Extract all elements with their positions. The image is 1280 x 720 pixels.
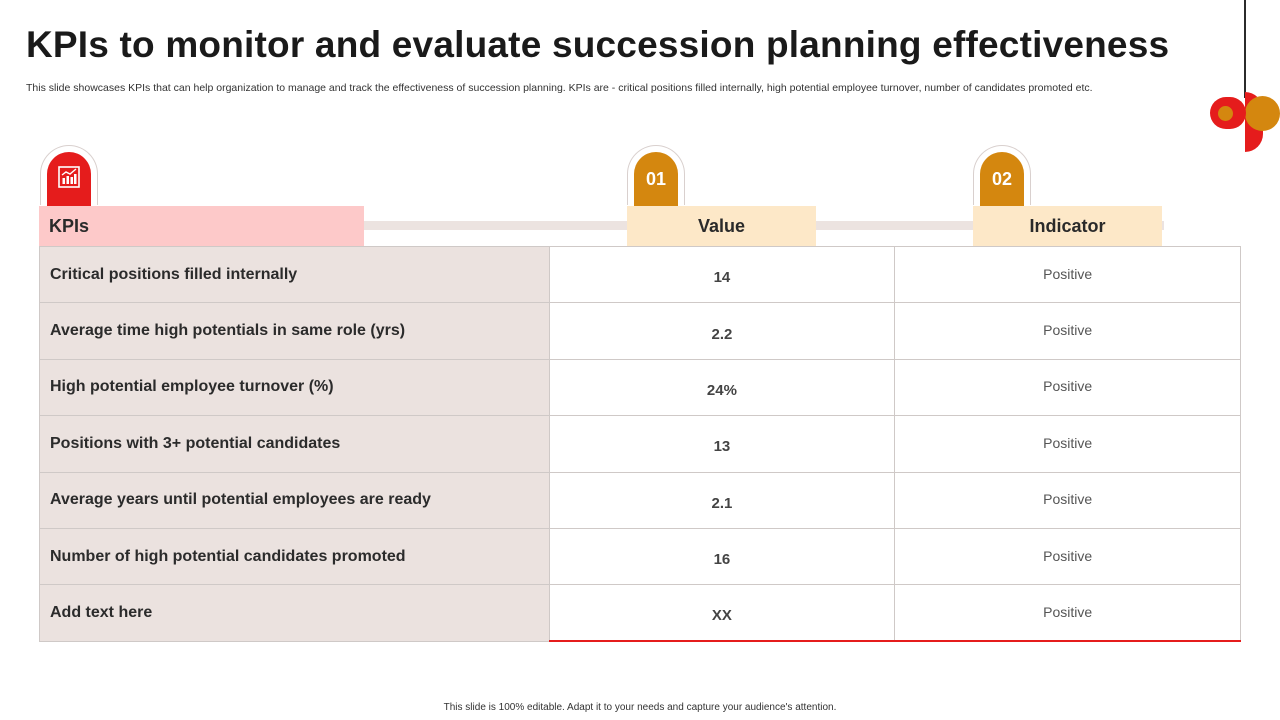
value-cell: 14 [548,245,896,304]
kpi-tab [40,145,98,206]
table-row: Positions with 3+ potential candidates 1… [39,415,1241,473]
value-cell: 13 [548,415,896,473]
slide-subtitle: This slide showcases KPIs that can help … [26,82,1093,94]
value-cell: 16 [548,527,896,586]
indicator-cell: Positive [894,415,1241,473]
kpi-cell: Number of high potential candidates prom… [39,527,550,586]
indicator-tab: 02 [973,145,1031,206]
table-row: Number of high potential candidates prom… [39,527,1241,586]
value-cell: 24% [548,358,896,417]
table-row: Critical positions filled internally 14 … [39,245,1241,304]
indicator-cell: Positive [894,527,1241,586]
value-cell: XX [548,584,896,643]
table-row: Add text here XX Positive [39,584,1241,643]
value-cell: 2.2 [548,302,896,360]
table-row: High potential employee turnover (%) 24%… [39,358,1241,417]
kpi-column-header: KPIs [39,206,364,246]
kpi-cell: Add text here [39,584,550,642]
decorative-gold-dot [1218,106,1233,121]
value-badge: 01 [634,152,678,206]
indicator-cell: Positive [894,245,1241,304]
decorative-gold-circle [1245,96,1280,131]
slide-footer-note: This slide is 100% editable. Adapt it to… [443,702,837,713]
decorative-vertical-line [1244,0,1246,98]
value-cell: 2.1 [548,471,896,529]
table-row: Average years until potential employees … [39,471,1241,529]
value-tab: 01 [627,145,685,206]
kpi-cell: Average time high potentials in same rol… [39,302,550,360]
indicator-column-header: Indicator [973,206,1162,246]
indicator-badge: 02 [980,152,1024,206]
table-row: Average time high potentials in same rol… [39,302,1241,360]
indicator-cell: Positive [894,584,1241,643]
slide-title: KPIs to monitor and evaluate succession … [26,24,1170,65]
kpi-cell: Critical positions filled internally [39,245,550,304]
bar-chart-icon [58,165,80,193]
indicator-cell: Positive [894,302,1241,360]
kpi-table: Critical positions filled internally 14 … [39,245,1241,643]
kpi-cell: High potential employee turnover (%) [39,358,550,417]
kpi-cell: Average years until potential employees … [39,471,550,529]
indicator-cell: Positive [894,358,1241,417]
indicator-cell: Positive [894,471,1241,529]
kpi-cell: Positions with 3+ potential candidates [39,415,550,473]
value-column-header: Value [627,206,816,246]
